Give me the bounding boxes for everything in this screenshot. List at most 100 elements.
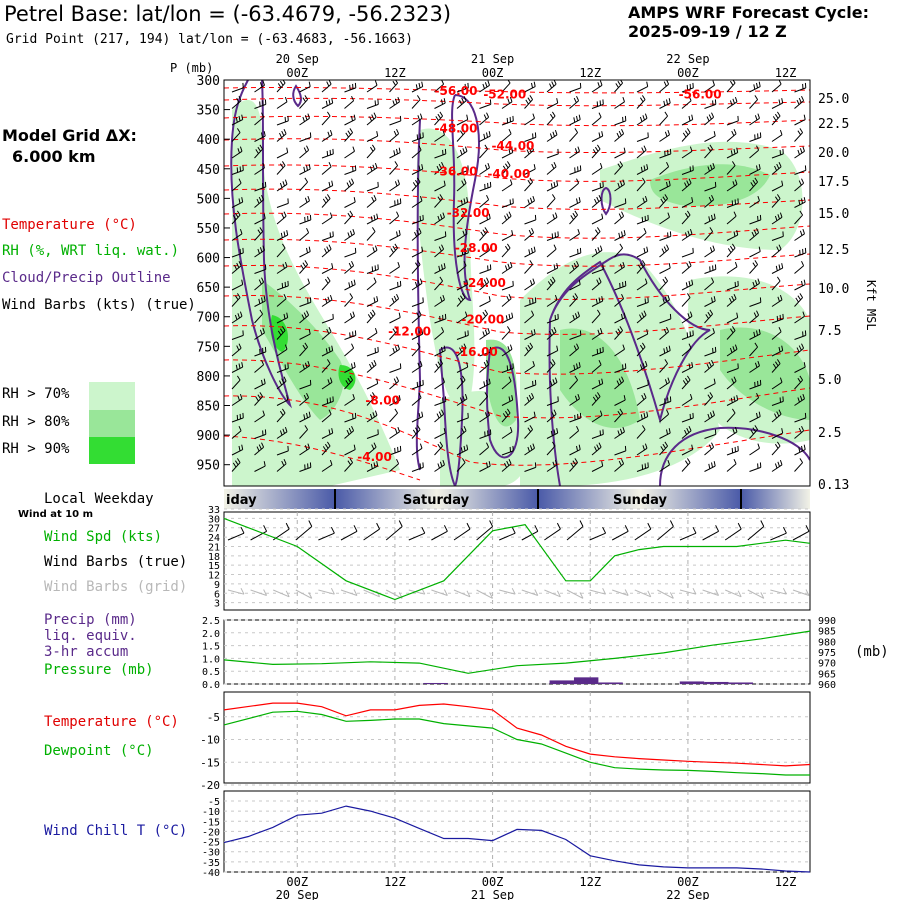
- surface-barb-true: [679, 526, 697, 541]
- cross-section-barb: [321, 148, 334, 159]
- cross-section-barb: [456, 362, 469, 373]
- cross-section-barb: [276, 395, 289, 406]
- temperature-contour-label: -52.00: [483, 88, 526, 102]
- cross-section-barb: [636, 425, 646, 439]
- surface-barb-grid: [273, 589, 290, 598]
- cross-section-barb: [299, 95, 309, 109]
- cross-section-barb: [231, 260, 242, 274]
- surface-barb-grid: [340, 589, 358, 596]
- cross-section-barb: [636, 379, 649, 390]
- cross-section-barb: [771, 441, 781, 456]
- cross-section-barb: [479, 131, 491, 142]
- cross-section-barb: [344, 95, 355, 109]
- cross-section-barb: [614, 230, 626, 241]
- cross-section-barb: [794, 228, 805, 241]
- cross-section-barb: [231, 362, 244, 373]
- cross-section-barb: [231, 82, 244, 93]
- grid-lines: [224, 508, 810, 873]
- surface-barb-true: [770, 526, 787, 541]
- surface-barb-grid: [250, 589, 268, 596]
- cross-section-barb: [231, 228, 243, 241]
- pressure-tick: 500: [197, 192, 220, 207]
- cross-section-barb: [591, 327, 603, 340]
- cross-section-barb: [389, 395, 401, 406]
- cross-section-barb: [344, 260, 355, 274]
- cross-section-barb: [456, 114, 469, 126]
- cross-section-barb: [749, 214, 762, 225]
- cross-section-barb: [456, 247, 469, 258]
- cross-section-barb: [794, 260, 805, 274]
- cross-section-barb: [479, 181, 492, 192]
- cross-section-barb: [569, 165, 582, 175]
- cross-section-barb: [411, 462, 424, 472]
- surface-barb-true: [521, 525, 539, 541]
- cross-section-barb: [321, 294, 333, 307]
- cross-section-barb: [366, 227, 376, 241]
- cross-section-barb: [321, 244, 332, 258]
- cross-section-barb: [591, 213, 604, 225]
- cross-section-barb: [636, 360, 648, 373]
- cross-section-barb: [546, 313, 559, 324]
- cross-section-barb: [546, 345, 559, 357]
- cross-section-barb: [591, 429, 604, 439]
- cross-section-barb: [726, 395, 739, 406]
- cross-section-barb: [546, 441, 556, 456]
- cross-section-barb: [614, 115, 627, 126]
- cross-section-barb: [524, 214, 537, 225]
- bottom-time-tick: 00Z: [677, 875, 699, 889]
- cross-section-barb: [344, 375, 354, 390]
- pressure-unit-label: (mb): [855, 644, 889, 660]
- pressure-tick: 700: [197, 311, 220, 326]
- cross-section-barb: [524, 360, 535, 373]
- cross-section-barb: [546, 80, 557, 93]
- cross-section-barb: [704, 378, 716, 390]
- cross-section-barb: [299, 278, 310, 291]
- cross-section-barb: [411, 379, 424, 390]
- cross-section-barb: [659, 396, 672, 406]
- cross-section-barb: [636, 310, 647, 324]
- cross-section-barb: [321, 359, 331, 373]
- cross-section-barb: [366, 112, 377, 126]
- cross-section-barb: [276, 344, 288, 357]
- cross-section-barb: [704, 429, 717, 439]
- top-time-tick: 12Z: [775, 66, 797, 80]
- legend-rh80-swatch: [89, 410, 135, 437]
- bottom-time-tick: 00Z: [482, 875, 504, 889]
- precip-bar: [573, 677, 599, 684]
- cross-section-barb: [614, 458, 625, 472]
- cross-section-barb: [659, 231, 672, 241]
- cross-section-barb: [591, 162, 603, 175]
- weekday-friday: iday: [226, 493, 257, 508]
- cross-section-barb: [726, 179, 738, 192]
- bottom-date-label: 21 Sep: [471, 888, 514, 900]
- cross-section-barb: [704, 392, 714, 406]
- cross-section-barb: [456, 343, 467, 357]
- cross-section-barb: [276, 198, 289, 208]
- cross-section-barb: [569, 228, 580, 241]
- cross-section-barb: [299, 113, 310, 126]
- cross-section-barb: [726, 261, 738, 274]
- cross-section-barb: [591, 461, 604, 472]
- cross-section-barb: [704, 296, 716, 307]
- cross-section-barb: [456, 197, 469, 208]
- cross-section-barb: [434, 194, 444, 208]
- cross-section-barb: [276, 243, 286, 258]
- pressure-tick: 850: [197, 400, 220, 415]
- cross-section-barb: [321, 263, 334, 274]
- cross-section-barb: [434, 396, 447, 406]
- cross-section-barb: [479, 309, 489, 324]
- cross-section-barb: [659, 80, 670, 93]
- cross-section-barb: [254, 194, 265, 208]
- cross-section-barb: [546, 129, 558, 142]
- cross-section-barb: [276, 161, 286, 175]
- cross-section-barb: [501, 261, 513, 274]
- wind-speed-tick: 24: [208, 533, 220, 544]
- cross-section-barb: [659, 428, 671, 439]
- pressure-tick: 400: [197, 133, 220, 148]
- cross-section-barb: [501, 161, 511, 175]
- wind-speed-tick: 9: [214, 580, 220, 591]
- windchill-tick: -25: [202, 838, 220, 849]
- cross-section-barb: [704, 131, 716, 142]
- cross-section-barb: [299, 145, 310, 159]
- wind-speed-tick: 6: [214, 589, 220, 600]
